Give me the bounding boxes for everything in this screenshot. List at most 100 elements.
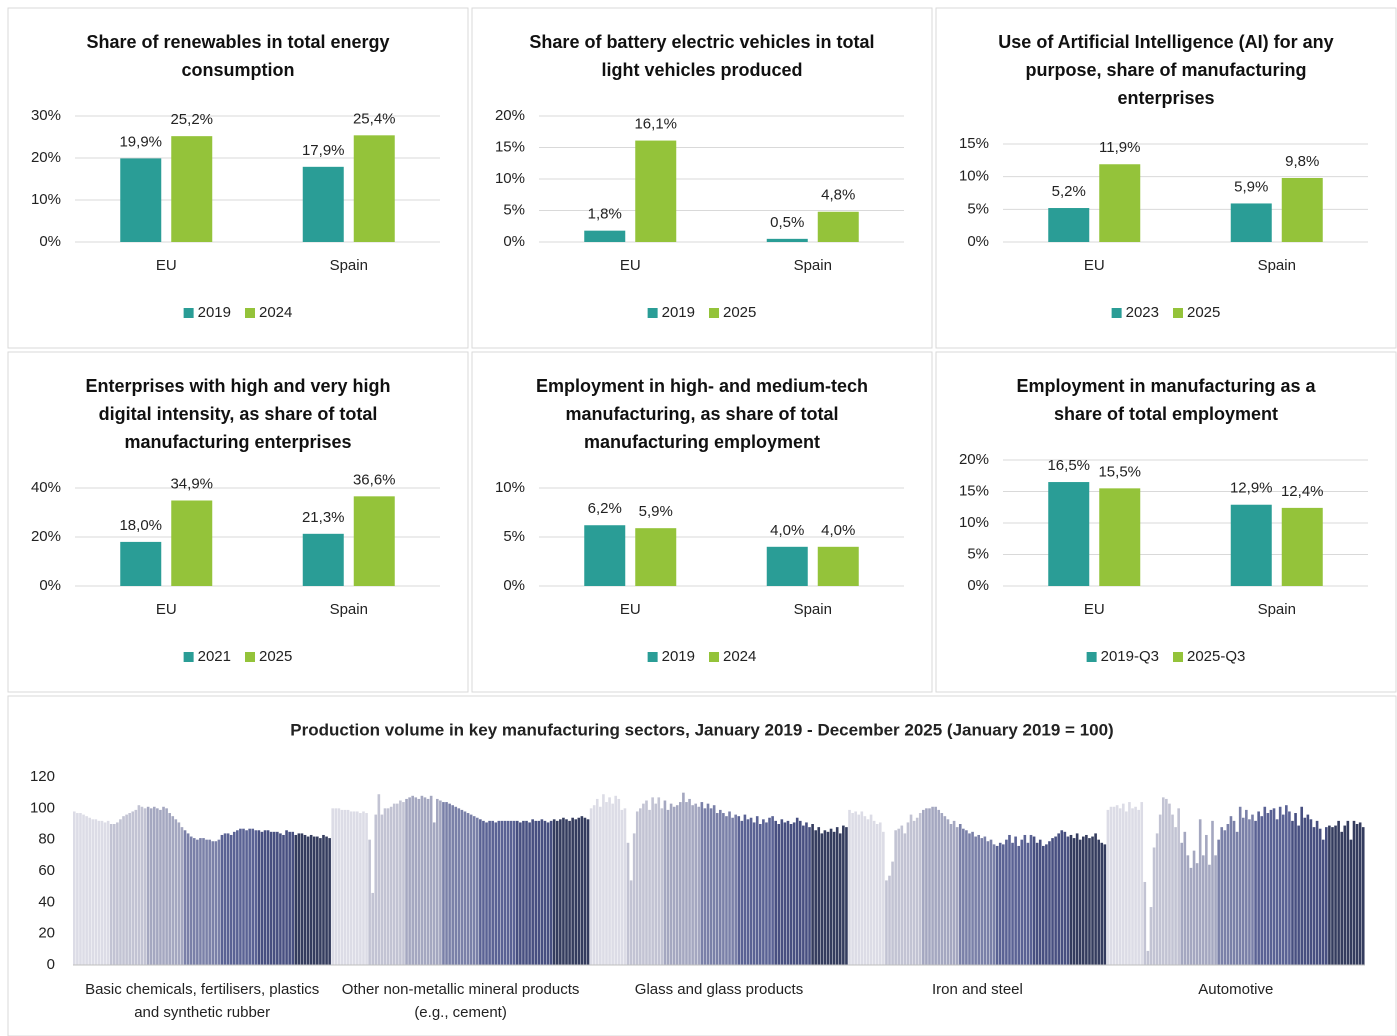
bar <box>897 828 901 965</box>
x-tick-label: EU <box>1084 601 1105 618</box>
value-label: 5,2% <box>1052 183 1086 200</box>
legend-label: 2025-Q3 <box>1187 648 1245 665</box>
bar <box>906 822 910 965</box>
bar <box>766 238 808 242</box>
bar <box>651 797 654 965</box>
panel <box>935 7 1397 349</box>
legend-label: 2025 <box>1187 304 1220 321</box>
value-label: 11,9% <box>1099 139 1140 156</box>
y-tick-label: 0% <box>503 233 525 250</box>
bar <box>789 824 793 965</box>
bar <box>232 831 236 965</box>
bar <box>302 533 344 586</box>
bar <box>1002 844 1005 965</box>
bar <box>143 808 147 965</box>
y-tick-label: 0% <box>967 233 989 250</box>
bar <box>925 808 928 965</box>
bar <box>319 838 322 965</box>
bar <box>266 830 270 965</box>
bar <box>1226 824 1230 965</box>
value-label: 12,4% <box>1281 483 1324 500</box>
bar <box>915 817 919 965</box>
bar <box>1325 827 1328 965</box>
bar <box>1288 811 1291 965</box>
bar <box>432 822 436 965</box>
bar <box>411 795 414 965</box>
chart-title: Employment in manufacturing as a share o… <box>1016 376 1316 424</box>
bar <box>869 814 873 965</box>
bar <box>494 822 498 965</box>
bar <box>377 794 381 965</box>
x-tick-label: Spain <box>1258 257 1296 274</box>
bar <box>875 824 879 965</box>
bar <box>196 839 199 965</box>
x-tick-label: EU <box>156 601 177 618</box>
bar <box>248 828 251 965</box>
bar <box>562 817 565 965</box>
bar <box>220 834 224 965</box>
bar <box>605 802 608 965</box>
legend-swatch <box>1086 652 1097 662</box>
bar <box>362 811 365 965</box>
panel <box>471 351 933 693</box>
bar <box>642 803 645 965</box>
bar <box>149 808 153 965</box>
bar <box>537 820 541 965</box>
legend-label: 2019 <box>662 648 695 665</box>
bar <box>1008 834 1011 965</box>
bar <box>1294 813 1297 965</box>
y-tick-label: 0% <box>503 577 525 594</box>
bar <box>955 827 959 965</box>
bar <box>645 800 648 965</box>
bar <box>725 816 728 965</box>
bar <box>454 806 458 965</box>
bar <box>515 820 519 965</box>
bar <box>1235 831 1239 965</box>
bar <box>795 817 799 965</box>
bar <box>1328 825 1331 965</box>
bar <box>1029 834 1033 965</box>
legend-swatch <box>245 308 255 318</box>
bar <box>602 794 605 965</box>
bar <box>245 830 248 965</box>
bar <box>1174 827 1177 965</box>
bar <box>1112 806 1116 965</box>
bar <box>552 819 556 965</box>
bar <box>691 805 694 965</box>
bar <box>672 806 676 965</box>
value-label: 0,5% <box>770 214 804 231</box>
bar <box>1146 950 1150 965</box>
bar <box>488 820 491 965</box>
bar <box>866 819 870 965</box>
bar <box>962 828 965 965</box>
bar <box>303 834 307 965</box>
bar <box>802 825 805 965</box>
legend-label: 2023 <box>1126 304 1159 321</box>
bar <box>291 831 295 965</box>
bar <box>675 805 679 965</box>
y-tick-label: 60 <box>38 862 55 879</box>
bar <box>1232 820 1236 965</box>
bar <box>1128 802 1131 965</box>
bar <box>365 813 368 965</box>
bar <box>208 839 211 965</box>
value-label: 16,5% <box>1047 457 1090 474</box>
bar <box>826 831 830 965</box>
bar <box>746 819 750 965</box>
bar <box>995 845 999 965</box>
bar <box>1205 834 1208 965</box>
bar <box>543 820 547 965</box>
bar <box>214 841 218 965</box>
bar <box>1109 806 1113 965</box>
value-label: 4,0% <box>821 522 855 539</box>
bar <box>682 792 685 965</box>
bar <box>519 822 522 965</box>
bar <box>1137 809 1140 965</box>
y-tick-label: 5% <box>967 200 989 217</box>
bar <box>1152 847 1156 965</box>
value-label: 9,8% <box>1285 153 1319 170</box>
legend-swatch <box>245 652 255 662</box>
bar <box>559 819 562 965</box>
bar <box>174 819 178 965</box>
